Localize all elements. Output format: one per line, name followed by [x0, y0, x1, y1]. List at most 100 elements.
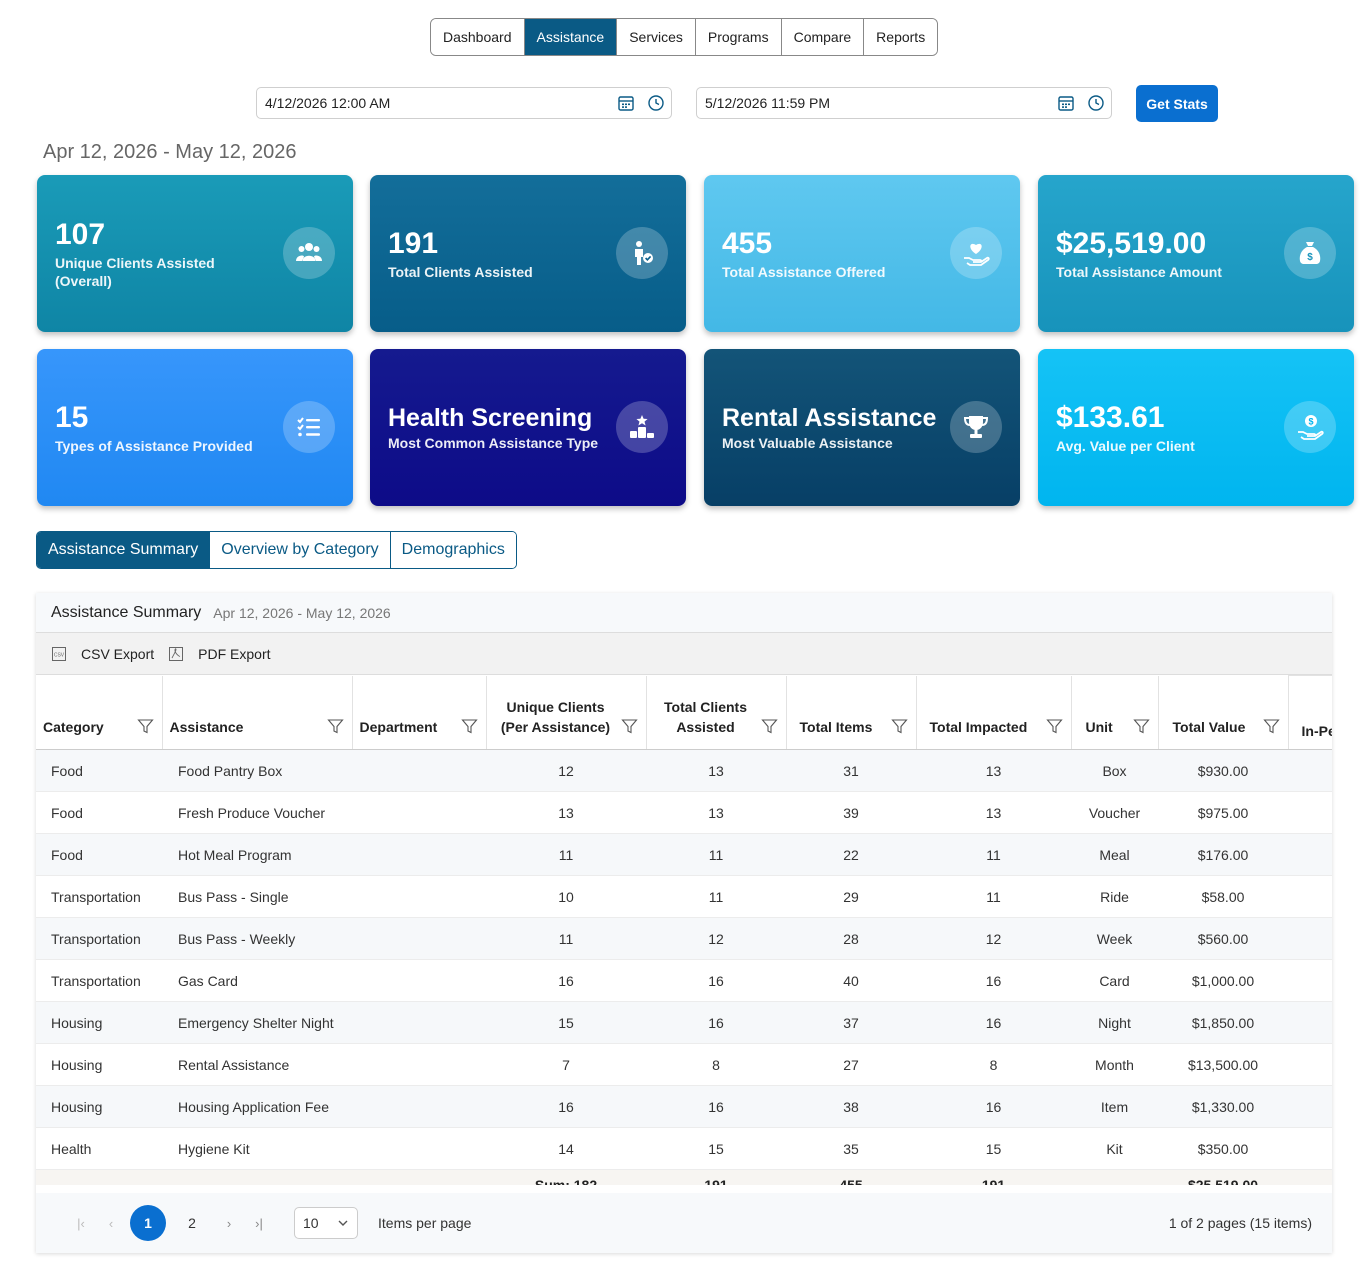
cell-unit: Ride	[1071, 875, 1158, 918]
card-value: Health Screening	[388, 404, 593, 432]
end-datetime-field[interactable]: 5/12/2026 11:59 PM	[696, 87, 1112, 119]
cell-total-clients: 16	[646, 1085, 786, 1128]
footer-impacted-sum: 191	[916, 1169, 1071, 1185]
col-header-total-items[interactable]: Total Items	[786, 675, 917, 750]
card-value: Rental Assistance	[722, 404, 937, 432]
page-2-button[interactable]: 2	[188, 1215, 196, 1231]
prev-page-button[interactable]: ‹	[108, 1215, 114, 1231]
nav-reports[interactable]: Reports	[864, 19, 938, 55]
end-datetime-value: 5/12/2026 11:59 PM	[705, 95, 831, 111]
cell-total-impacted: 16	[916, 1001, 1071, 1044]
card-label: Total Assistance Amount	[1056, 264, 1222, 280]
pdf-export-button[interactable]: PDF Export	[168, 646, 271, 662]
filter-icon[interactable]	[136, 718, 154, 735]
cell-unique-clients: 11	[486, 917, 646, 960]
nav-dashboard[interactable]: Dashboard	[431, 19, 525, 55]
filter-icon[interactable]	[1045, 718, 1063, 735]
cell-unit: Month	[1071, 1043, 1158, 1086]
cell-assistance: Gas Card	[162, 959, 352, 1002]
start-datetime-value: 4/12/2026 12:00 AM	[265, 95, 391, 111]
filter-icon[interactable]	[890, 718, 908, 735]
cell-total-value: $1,000.00	[1158, 959, 1288, 1002]
filter-icon[interactable]	[760, 718, 778, 735]
csv-export-button[interactable]: CSV CSV Export	[51, 646, 154, 662]
report-tabs: Assistance Summary Overview by Category …	[36, 531, 517, 569]
first-page-button[interactable]: |‹	[77, 1215, 85, 1231]
cell-unit: Card	[1071, 959, 1158, 1002]
cell-total-value: $350.00	[1158, 1127, 1288, 1170]
calendar-icon[interactable]	[617, 94, 635, 112]
cell-total-clients: 11	[646, 833, 786, 876]
col-header-total-clients[interactable]: Total Clients Assisted	[646, 675, 787, 750]
card-label: Most Common Assistance Type	[388, 435, 599, 451]
cell-total-items: 31	[786, 749, 916, 792]
get-stats-button[interactable]: Get Stats	[1136, 85, 1218, 122]
col-header-label: Assistance	[169, 719, 244, 735]
nav-compare[interactable]: Compare	[781, 19, 865, 55]
cell-unique-clients: 16	[486, 1085, 646, 1128]
cell-category: Transportation	[36, 875, 162, 918]
cell-total-impacted: 13	[916, 791, 1071, 834]
table-row[interactable]: Food Food Pantry Box 12 13 31 13 Box $930.00	[36, 749, 1332, 792]
table-row[interactable]: Food Fresh Produce Voucher 13 13 39 13 Voucher…	[36, 791, 1332, 834]
nav-assistance[interactable]: Assistance	[524, 19, 618, 55]
table-row[interactable]: Transportation Bus Pass - Weekly 11 12 28 12 W…	[36, 917, 1332, 960]
table-row[interactable]: Transportation Bus Pass - Single 10 11 29 11 R…	[36, 875, 1332, 918]
col-header-unit[interactable]: Unit	[1071, 675, 1159, 750]
cell-assistance: Rental Assistance	[162, 1043, 352, 1086]
col-header-label: In-Pe	[1301, 723, 1333, 739]
filter-icon[interactable]	[620, 718, 638, 735]
cell-total-clients: 13	[646, 791, 786, 834]
next-page-button[interactable]: ›	[226, 1215, 232, 1231]
table-row[interactable]: Housing Housing Application Fee 16 16 38 16 It…	[36, 1085, 1332, 1128]
filter-icon[interactable]	[1262, 718, 1280, 735]
col-header-total-value[interactable]: Total Value	[1158, 675, 1289, 750]
table-row[interactable]: Health Hygiene Kit 14 15 35 15 Kit $350.00	[36, 1127, 1332, 1170]
page-1-button[interactable]: 1	[130, 1205, 166, 1241]
page-size-select[interactable]: 10	[294, 1207, 358, 1239]
cell-unique-clients: 12	[486, 749, 646, 792]
tab-assistance-summary[interactable]: Assistance Summary	[37, 532, 211, 568]
col-header-in-person[interactable]: In-Pe	[1288, 675, 1333, 750]
cell-total-value: $560.00	[1158, 917, 1288, 960]
last-page-button[interactable]: ›|	[255, 1215, 263, 1231]
tab-overview-by-category[interactable]: Overview by Category	[210, 532, 391, 568]
table-row[interactable]: Housing Rental Assistance 7 8 27 8 Month $13,50…	[36, 1043, 1332, 1086]
cell-assistance: Housing Application Fee	[162, 1085, 352, 1128]
nav-services[interactable]: Services	[617, 19, 696, 55]
col-header-assistance[interactable]: Assistance	[162, 675, 353, 750]
col-header-unique-clients[interactable]: Unique Clients (Per Assistance)	[486, 675, 647, 750]
table-row[interactable]: Transportation Gas Card 16 16 40 16 Card $1,000…	[36, 959, 1332, 1002]
col-header-total-impacted[interactable]: Total Impacted	[916, 675, 1072, 750]
footer-items-sum: 455	[786, 1169, 916, 1185]
table-row[interactable]: Food Hot Meal Program 11 11 22 11 Meal $176.00	[36, 833, 1332, 876]
cell-total-impacted: 11	[916, 875, 1071, 918]
nav-programs[interactable]: Programs	[695, 19, 782, 55]
svg-text:CSV: CSV	[54, 652, 65, 658]
col-header-category[interactable]: Category	[36, 675, 163, 750]
cell-department	[352, 749, 486, 792]
chevron-down-icon	[338, 1220, 348, 1226]
filter-icon[interactable]	[460, 718, 478, 735]
table-row[interactable]: Housing Emergency Shelter Night 15 16 37 16 Ni…	[36, 1001, 1332, 1044]
items-per-page-label: Items per page	[378, 1215, 472, 1231]
cell-total-clients: 8	[646, 1043, 786, 1086]
cell-unit: Item	[1071, 1085, 1158, 1128]
start-datetime-field[interactable]: 4/12/2026 12:00 AM	[256, 87, 672, 119]
grid-viewport[interactable]: Category Assistance Department Unique Cl…	[36, 675, 1332, 1185]
filter-icon[interactable]	[326, 718, 344, 735]
cell-department	[352, 875, 486, 918]
svg-text:$: $	[1308, 417, 1313, 427]
card-label: Unique Clients Assisted (Overall)	[55, 255, 215, 289]
cell-department	[352, 917, 486, 960]
tab-demographics[interactable]: Demographics	[390, 532, 516, 568]
clock-icon[interactable]	[647, 94, 665, 112]
cell-total-clients: 12	[646, 917, 786, 960]
filter-icon[interactable]	[1132, 718, 1150, 735]
cell-department	[352, 791, 486, 834]
clock-icon[interactable]	[1087, 94, 1105, 112]
cell-department	[352, 959, 486, 1002]
card-label: Total Assistance Offered	[722, 264, 886, 280]
calendar-icon[interactable]	[1057, 94, 1075, 112]
col-header-department[interactable]: Department	[352, 675, 487, 750]
